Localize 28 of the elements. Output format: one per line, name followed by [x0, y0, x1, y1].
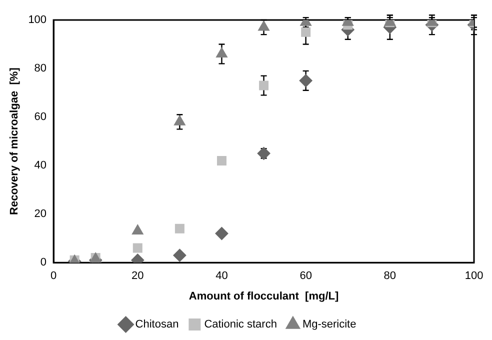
x-tick-label: 0 — [50, 270, 57, 282]
x-tick-label: 20 — [132, 270, 144, 282]
point — [174, 224, 184, 234]
y-tick-label: 60 — [34, 111, 47, 124]
y-tick-label: 40 — [34, 160, 47, 172]
point — [132, 224, 144, 235]
legend-label: Mg-sericite — [302, 318, 356, 331]
legend-label: Chitosan — [135, 318, 179, 331]
y-tick-label: 100 — [28, 14, 47, 26]
x-axis-title: Amount of flocculant [mg/L] — [188, 290, 339, 302]
y-tick-label: 0 — [40, 256, 47, 269]
point — [259, 80, 269, 90]
point — [173, 248, 186, 262]
legend-label: Cationic starch — [204, 318, 277, 331]
point — [257, 146, 270, 160]
y-axis-title: Recovery of microalgae [%] — [8, 67, 21, 215]
point — [132, 243, 142, 253]
y-tick-label: 80 — [34, 62, 47, 75]
x-tick-label: 60 — [300, 270, 312, 282]
point — [301, 27, 311, 37]
x-tick-label: 40 — [216, 270, 228, 282]
point — [215, 226, 228, 240]
point — [216, 156, 226, 166]
x-tick-label: 100 — [464, 270, 484, 282]
y-tick-label: 20 — [34, 208, 47, 220]
point — [299, 74, 312, 88]
point — [174, 115, 186, 126]
x-tick-label: 80 — [384, 270, 396, 282]
